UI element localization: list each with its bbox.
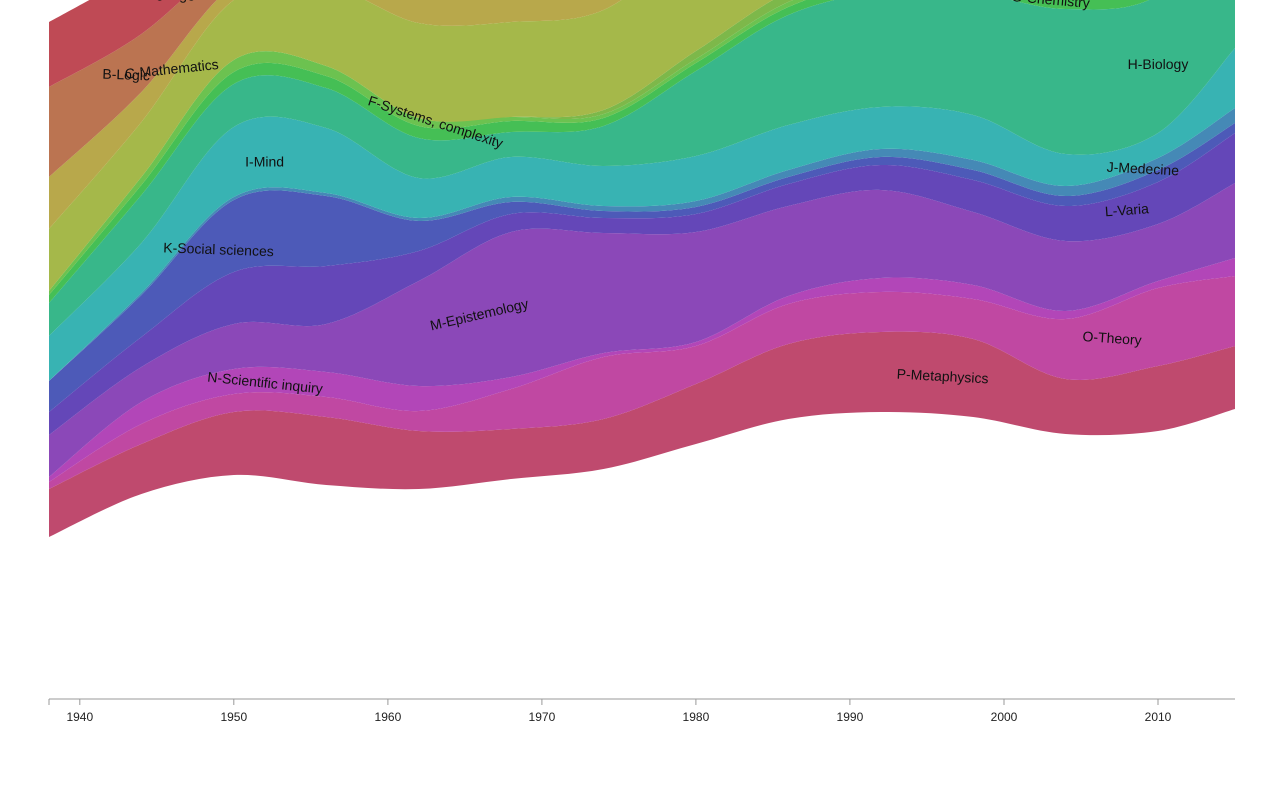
stream-label-o-theory: O-Theory <box>1082 328 1142 348</box>
stream-label-b-logic: B-Logic <box>102 66 150 84</box>
stream-layer-g-chemistry <box>49 0 1149 303</box>
stream-layers <box>49 0 1235 537</box>
stream-label-k-social-sciences: K-Social sciences <box>163 239 274 259</box>
x-tick-label-1970: 1970 <box>529 710 556 724</box>
stream-layer-n-scientific-inquiry <box>49 258 1235 482</box>
stream-layer-h-biology <box>49 0 1235 336</box>
stream-label-j-medecine: J-Medecine <box>1106 159 1179 179</box>
stream-label-p-metaphysics: P-Metaphysics <box>896 366 989 387</box>
stream-layer-p-metaphysics <box>49 331 1235 537</box>
stream-layer-m-epistemology <box>49 183 1235 477</box>
stream-layer-l-varia <box>49 133 1235 435</box>
x-tick-label-2010: 2010 <box>1145 710 1172 724</box>
stream-label-l-varia: L-Varia <box>1104 200 1149 219</box>
stream-layer-b-logic <box>49 0 217 177</box>
x-tick-label-1960: 1960 <box>375 710 402 724</box>
stream-label-g-chemistry: G-Chemistry <box>1011 0 1091 11</box>
stream-label-h-biology: H-Biology <box>1128 56 1189 72</box>
stream-label-i-mind: I-Mind <box>245 154 284 170</box>
x-tick-label-1990: 1990 <box>837 710 864 724</box>
x-tick-label-1950: 1950 <box>220 710 247 724</box>
stream-layer-o-theory <box>49 276 1235 489</box>
x-tick-label-1940: 1940 <box>66 710 93 724</box>
x-axis: 1940 1950 1960 1970 1980 1990 2000 2010 <box>48 698 1235 724</box>
stream-layer-d-physics <box>49 0 773 291</box>
x-tick-label-2000: 2000 <box>991 710 1018 724</box>
x-tick-label-1980: 1980 <box>683 710 710 724</box>
stream-layer-a-language <box>49 0 182 87</box>
stream-layer-i-mind <box>49 48 1235 381</box>
